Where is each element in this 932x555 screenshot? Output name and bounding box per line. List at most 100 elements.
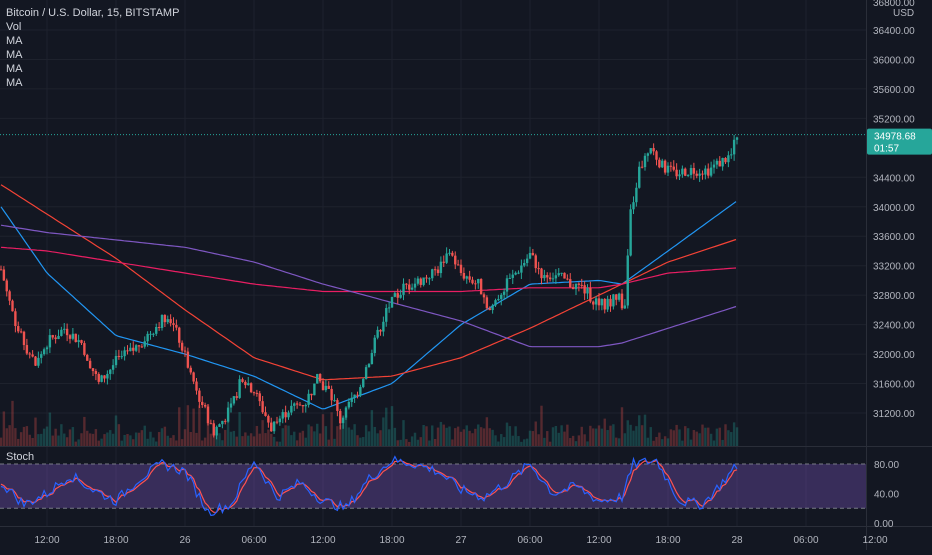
candle-body bbox=[350, 397, 353, 402]
candle bbox=[114, 350, 118, 368]
volume-bar bbox=[94, 429, 98, 446]
candle bbox=[686, 174, 690, 178]
volume-bar bbox=[132, 439, 135, 446]
volume-bar bbox=[730, 432, 733, 446]
price-tick: 33600.00 bbox=[873, 232, 915, 243]
candle-body bbox=[19, 331, 23, 333]
candle-body bbox=[129, 347, 132, 352]
volume-bar bbox=[261, 420, 264, 446]
volume-bar bbox=[712, 440, 716, 446]
volume-bar bbox=[523, 439, 526, 446]
candle-body bbox=[425, 277, 428, 279]
candle-body bbox=[117, 355, 121, 357]
candle-body bbox=[261, 401, 264, 413]
candle bbox=[178, 326, 181, 348]
indicator-ma[interactable]: MA bbox=[6, 77, 23, 89]
symbol-title[interactable]: Bitcoin / U.S. Dollar, 15, BITSTAMP bbox=[6, 7, 180, 19]
volume-bar bbox=[318, 433, 322, 446]
volume-bar bbox=[658, 432, 661, 446]
candle-body bbox=[301, 405, 305, 407]
candle-body bbox=[80, 340, 83, 344]
volume-bar bbox=[356, 435, 359, 446]
price-tick: 32400.00 bbox=[873, 321, 915, 332]
candle bbox=[612, 293, 615, 310]
candle-body bbox=[655, 151, 658, 160]
candle-body bbox=[71, 333, 75, 339]
candle-body bbox=[356, 394, 359, 396]
candle bbox=[462, 267, 466, 281]
candle-body bbox=[318, 373, 322, 382]
candle-body bbox=[140, 346, 144, 348]
volume-bar bbox=[640, 425, 644, 446]
volume-bar bbox=[31, 437, 34, 446]
stoch-title[interactable]: Stoch bbox=[6, 451, 35, 463]
volume-bar bbox=[669, 429, 673, 446]
volume-bar bbox=[264, 433, 267, 446]
candle bbox=[675, 163, 678, 180]
candle bbox=[221, 420, 224, 429]
volume-bar bbox=[45, 426, 49, 446]
candle bbox=[155, 323, 158, 336]
volume-bar bbox=[120, 440, 123, 446]
candle bbox=[442, 255, 445, 268]
volume-bar bbox=[344, 415, 348, 446]
candle-body bbox=[11, 300, 14, 312]
volume-bar bbox=[433, 438, 437, 446]
indicator-ma[interactable]: MA bbox=[6, 63, 23, 75]
candle-body bbox=[537, 268, 540, 270]
candle bbox=[57, 329, 60, 340]
volume-bar bbox=[431, 425, 434, 446]
candle bbox=[347, 398, 351, 410]
time-axis[interactable]: 12:00 18:00 26 06:00 12:00 18:00 27 06:00 12:00 1… bbox=[34, 535, 887, 546]
volume-bar bbox=[0, 437, 3, 446]
candle bbox=[376, 326, 379, 340]
candle bbox=[149, 331, 152, 340]
volume-bar bbox=[163, 426, 167, 446]
candle-body bbox=[63, 328, 66, 330]
candle bbox=[583, 281, 586, 301]
candle bbox=[422, 277, 425, 287]
indicator-ma[interactable]: MA bbox=[6, 35, 23, 47]
indicator-ma[interactable]: MA bbox=[6, 49, 23, 61]
volume-bar bbox=[71, 427, 75, 446]
candle bbox=[554, 269, 558, 284]
volume-bar bbox=[477, 424, 480, 446]
volume-bar bbox=[301, 430, 305, 446]
stoch-axis[interactable]: 80.00 40.00 0.00 bbox=[874, 460, 899, 530]
price-axis[interactable]: 36800.00 USD 36400.00 36000.00 35600.00 … bbox=[873, 0, 915, 420]
candle bbox=[543, 269, 546, 282]
candle-body bbox=[675, 169, 678, 177]
volume-bar bbox=[327, 439, 330, 446]
candle-body bbox=[163, 314, 167, 323]
volume-bar bbox=[310, 426, 313, 446]
volume-bar bbox=[272, 436, 276, 446]
candle bbox=[333, 394, 336, 402]
indicator-vol[interactable]: Vol bbox=[6, 21, 22, 33]
candle bbox=[94, 368, 98, 381]
volume-bar bbox=[65, 437, 69, 446]
candle-body bbox=[178, 327, 181, 343]
volume-bar bbox=[422, 424, 425, 446]
volume-bar bbox=[152, 437, 155, 446]
candle bbox=[146, 331, 149, 347]
candle-body bbox=[534, 255, 537, 269]
candle-body bbox=[402, 283, 405, 295]
candle bbox=[382, 316, 385, 337]
candle bbox=[577, 282, 581, 292]
candle-body bbox=[206, 406, 210, 424]
candle-body bbox=[433, 269, 437, 271]
candle-body bbox=[152, 333, 155, 335]
candle-body bbox=[270, 422, 273, 432]
candle bbox=[367, 362, 371, 368]
volume-bar bbox=[86, 430, 89, 446]
candle bbox=[425, 274, 428, 283]
candle-body bbox=[551, 278, 555, 280]
chart-legend[interactable]: Bitcoin / U.S. Dollar, 15, BITSTAMP Vol … bbox=[6, 6, 179, 90]
volume-bar bbox=[316, 423, 319, 446]
candle-body bbox=[252, 392, 256, 394]
volume-bar bbox=[83, 416, 86, 446]
candle bbox=[655, 150, 658, 166]
volume-bar bbox=[379, 430, 382, 446]
